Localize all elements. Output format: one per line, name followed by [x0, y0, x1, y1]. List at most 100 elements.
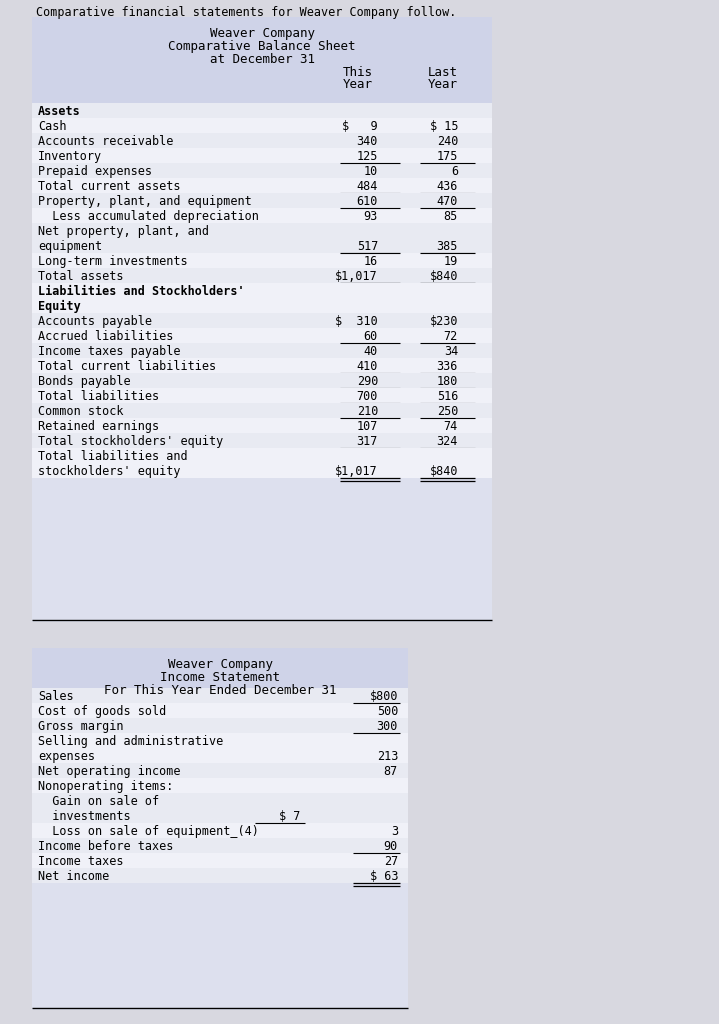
- Text: 700: 700: [357, 390, 378, 403]
- Text: 19: 19: [444, 255, 458, 268]
- Bar: [32, 103, 492, 118]
- Text: 484: 484: [357, 180, 378, 193]
- Text: 40: 40: [364, 345, 378, 358]
- Text: Comparative financial statements for Weaver Company follow.: Comparative financial statements for Wea…: [36, 6, 457, 19]
- Text: Loss on sale of equipment_(4): Loss on sale of equipment_(4): [38, 825, 259, 838]
- Text: 210: 210: [357, 406, 378, 418]
- Text: at December 31: at December 31: [209, 53, 314, 66]
- Text: Accounts payable: Accounts payable: [38, 315, 152, 328]
- Text: Total assets: Total assets: [38, 270, 124, 283]
- Text: Income taxes payable: Income taxes payable: [38, 345, 180, 358]
- Bar: [32, 163, 492, 178]
- Text: 290: 290: [357, 375, 378, 388]
- Bar: [32, 373, 492, 388]
- Text: Total current liabilities: Total current liabilities: [38, 360, 216, 373]
- Text: 175: 175: [436, 150, 458, 163]
- Bar: [32, 718, 408, 733]
- Text: $1,017: $1,017: [335, 270, 378, 283]
- Text: $ 15: $ 15: [429, 120, 458, 133]
- Bar: [32, 838, 408, 853]
- Bar: [32, 17, 492, 622]
- Bar: [32, 118, 492, 133]
- Text: 324: 324: [436, 435, 458, 449]
- Text: 213: 213: [377, 750, 398, 763]
- Text: $840: $840: [429, 465, 458, 478]
- Text: 470: 470: [436, 195, 458, 208]
- Text: Income before taxes: Income before taxes: [38, 840, 173, 853]
- Bar: [32, 253, 492, 268]
- Text: $ 63: $ 63: [370, 870, 398, 883]
- Text: 340: 340: [357, 135, 378, 148]
- Text: 336: 336: [436, 360, 458, 373]
- Text: $800: $800: [370, 690, 398, 703]
- Text: 27: 27: [384, 855, 398, 868]
- Bar: [32, 763, 408, 778]
- Text: 34: 34: [444, 345, 458, 358]
- Text: Inventory: Inventory: [38, 150, 102, 163]
- Bar: [32, 133, 492, 148]
- Bar: [32, 648, 408, 1010]
- Text: 180: 180: [436, 375, 458, 388]
- Text: Long-term investments: Long-term investments: [38, 255, 188, 268]
- Text: 500: 500: [377, 705, 398, 718]
- Bar: [32, 328, 492, 343]
- Text: expenses: expenses: [38, 750, 95, 763]
- Bar: [32, 268, 492, 283]
- Bar: [32, 283, 492, 313]
- Text: $  310: $ 310: [335, 315, 378, 328]
- Text: Bonds payable: Bonds payable: [38, 375, 131, 388]
- Text: Accrued liabilities: Accrued liabilities: [38, 330, 173, 343]
- Bar: [32, 648, 408, 688]
- Text: 317: 317: [357, 435, 378, 449]
- Text: $ 7: $ 7: [279, 810, 300, 823]
- Text: Year: Year: [428, 78, 458, 91]
- Text: 610: 610: [357, 195, 378, 208]
- Text: 87: 87: [384, 765, 398, 778]
- Text: 385: 385: [436, 240, 458, 253]
- Text: 240: 240: [436, 135, 458, 148]
- Bar: [32, 433, 492, 449]
- Text: 517: 517: [357, 240, 378, 253]
- Bar: [32, 868, 408, 883]
- Text: Total stockholders' equity: Total stockholders' equity: [38, 435, 224, 449]
- Text: Weaver Company: Weaver Company: [209, 27, 314, 40]
- Bar: [32, 223, 492, 253]
- Text: 107: 107: [357, 420, 378, 433]
- Text: Weaver Company: Weaver Company: [168, 658, 273, 671]
- Text: Liabilities and Stockholders': Liabilities and Stockholders': [38, 285, 244, 298]
- Text: Gross margin: Gross margin: [38, 720, 124, 733]
- Text: Last: Last: [428, 66, 458, 79]
- Bar: [32, 148, 492, 163]
- Text: Year: Year: [343, 78, 373, 91]
- Bar: [32, 388, 492, 403]
- Bar: [32, 17, 492, 103]
- Text: Cash: Cash: [38, 120, 66, 133]
- Text: 250: 250: [436, 406, 458, 418]
- Text: 10: 10: [364, 165, 378, 178]
- Text: 6: 6: [451, 165, 458, 178]
- Text: Total liabilities and: Total liabilities and: [38, 450, 188, 463]
- Bar: [32, 418, 492, 433]
- Text: Total liabilities: Total liabilities: [38, 390, 159, 403]
- Text: 93: 93: [364, 210, 378, 223]
- Text: stockholders' equity: stockholders' equity: [38, 465, 180, 478]
- Text: 60: 60: [364, 330, 378, 343]
- Text: Nonoperating items:: Nonoperating items:: [38, 780, 173, 793]
- Text: Property, plant, and equipment: Property, plant, and equipment: [38, 195, 252, 208]
- Bar: [32, 703, 408, 718]
- Text: This: This: [343, 66, 373, 79]
- Text: 72: 72: [444, 330, 458, 343]
- Text: Less accumulated depreciation: Less accumulated depreciation: [38, 210, 259, 223]
- Text: $   9: $ 9: [342, 120, 378, 133]
- Text: Net income: Net income: [38, 870, 109, 883]
- Text: Income taxes: Income taxes: [38, 855, 124, 868]
- Text: 74: 74: [444, 420, 458, 433]
- Bar: [32, 178, 492, 193]
- Bar: [32, 193, 492, 208]
- Text: Accounts receivable: Accounts receivable: [38, 135, 173, 148]
- Text: Cost of goods sold: Cost of goods sold: [38, 705, 166, 718]
- Text: equipment: equipment: [38, 240, 102, 253]
- Text: Income Statement: Income Statement: [160, 671, 280, 684]
- Text: Assets: Assets: [38, 105, 81, 118]
- Text: Common stock: Common stock: [38, 406, 124, 418]
